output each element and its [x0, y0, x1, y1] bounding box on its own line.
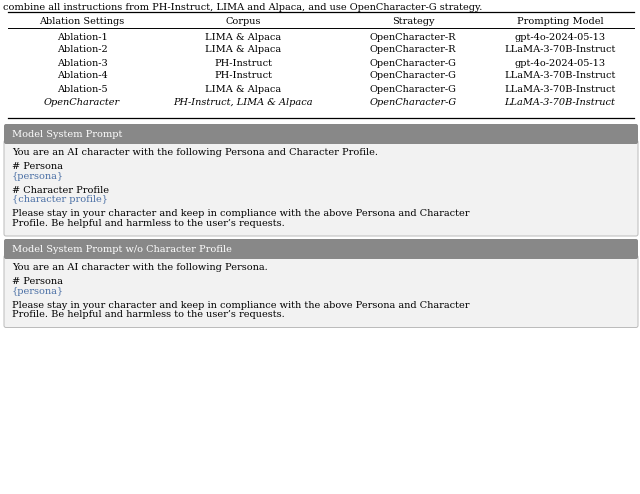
Text: Profile. Be helpful and harmless to the user’s requests.: Profile. Be helpful and harmless to the …: [12, 310, 285, 319]
Text: {persona}: {persona}: [12, 171, 64, 180]
Text: Ablation-3: Ablation-3: [56, 58, 108, 68]
Text: Ablation-4: Ablation-4: [56, 72, 108, 81]
Text: {character profile}: {character profile}: [12, 195, 108, 204]
Text: Model System Prompt w/o Character Profile: Model System Prompt w/o Character Profil…: [12, 245, 232, 253]
Text: Ablation-2: Ablation-2: [56, 45, 108, 54]
FancyBboxPatch shape: [4, 140, 638, 236]
Text: Profile. Be helpful and harmless to the user’s requests.: Profile. Be helpful and harmless to the …: [12, 218, 285, 228]
Text: OpenCharacter-R: OpenCharacter-R: [370, 45, 456, 54]
Text: PH-Instruct: PH-Instruct: [214, 58, 272, 68]
Text: # Persona: # Persona: [12, 277, 63, 286]
FancyBboxPatch shape: [4, 124, 638, 144]
Text: Model System Prompt: Model System Prompt: [12, 129, 122, 138]
Text: Please stay in your character and keep in compliance with the above Persona and : Please stay in your character and keep i…: [12, 209, 470, 218]
Text: OpenCharacter-G: OpenCharacter-G: [369, 58, 456, 68]
Text: OpenCharacter-G: OpenCharacter-G: [369, 84, 456, 93]
Text: OpenCharacter-R: OpenCharacter-R: [370, 33, 456, 41]
Text: LLaMA-3-70B-Instruct: LLaMA-3-70B-Instruct: [504, 45, 616, 54]
Text: LIMA & Alpaca: LIMA & Alpaca: [205, 45, 281, 54]
Text: gpt-4o-2024-05-13: gpt-4o-2024-05-13: [515, 33, 605, 41]
Text: Corpus: Corpus: [225, 17, 260, 27]
Text: LLaMA-3-70B-Instruct: LLaMA-3-70B-Instruct: [504, 84, 616, 93]
Text: OpenCharacter-G: OpenCharacter-G: [369, 72, 456, 81]
Text: Strategy: Strategy: [392, 17, 435, 27]
Text: gpt-4o-2024-05-13: gpt-4o-2024-05-13: [515, 58, 605, 68]
Text: combine all instructions from PH-Instruct, LIMA and Alpaca, and use OpenCharacte: combine all instructions from PH-Instruc…: [3, 3, 483, 12]
Text: # Persona: # Persona: [12, 162, 63, 171]
Text: Please stay in your character and keep in compliance with the above Persona and : Please stay in your character and keep i…: [12, 300, 470, 310]
Text: OpenCharacter-G: OpenCharacter-G: [369, 97, 456, 107]
Text: You are an AI character with the following Persona and Character Profile.: You are an AI character with the followi…: [12, 148, 378, 157]
Text: LLaMA-3-70B-Instruct: LLaMA-3-70B-Instruct: [504, 97, 616, 107]
Text: Ablation-1: Ablation-1: [56, 33, 108, 41]
Text: # Character Profile: # Character Profile: [12, 186, 109, 195]
Text: Ablation Settings: Ablation Settings: [40, 17, 125, 27]
Text: PH-Instruct: PH-Instruct: [214, 72, 272, 81]
Text: Prompting Model: Prompting Model: [516, 17, 604, 27]
Text: LIMA & Alpaca: LIMA & Alpaca: [205, 33, 281, 41]
Text: {persona}: {persona}: [12, 287, 64, 295]
FancyBboxPatch shape: [4, 255, 638, 328]
Text: Ablation-5: Ablation-5: [57, 84, 108, 93]
Text: LIMA & Alpaca: LIMA & Alpaca: [205, 84, 281, 93]
Text: LLaMA-3-70B-Instruct: LLaMA-3-70B-Instruct: [504, 72, 616, 81]
Text: OpenCharacter: OpenCharacter: [44, 97, 120, 107]
FancyBboxPatch shape: [4, 239, 638, 259]
Text: PH-Instruct, LIMA & Alpaca: PH-Instruct, LIMA & Alpaca: [173, 97, 313, 107]
Text: You are an AI character with the following Persona.: You are an AI character with the followi…: [12, 263, 268, 272]
